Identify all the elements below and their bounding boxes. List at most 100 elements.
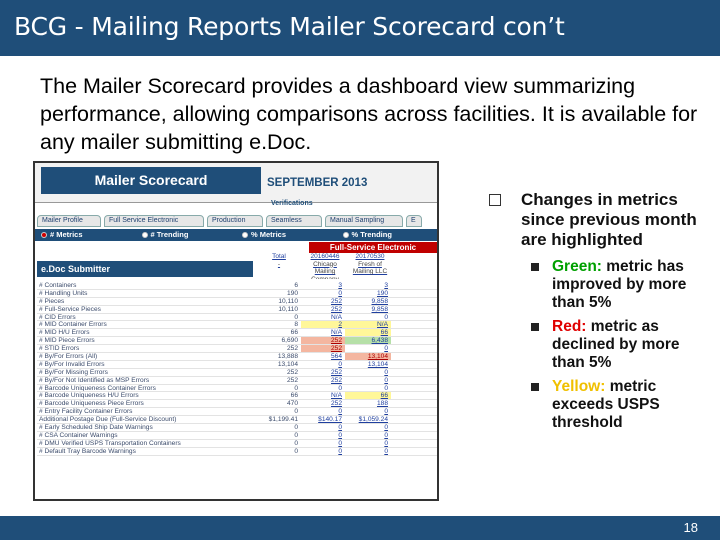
row-value[interactable]: 0: [338, 384, 342, 392]
row-value[interactable]: 66: [345, 392, 391, 400]
scorecard-table: # Containers 6 3 3 # Handling Units 190 0 190 # …: [37, 282, 437, 456]
column-total[interactable]: Total -: [272, 253, 286, 268]
row-value[interactable]: 9,858: [371, 305, 388, 313]
column-submitter-2[interactable]: 20170530 Fresh of Mailing LLC: [352, 253, 388, 275]
row-label: # By/For Errors (All): [39, 353, 98, 360]
table-row: # Barcode Uniqueness Container Errors 0 0 0: [37, 385, 437, 393]
column-submitter-1[interactable]: 20160446 Chicago Mailing Company: [310, 253, 340, 279]
row-value[interactable]: N/A: [331, 313, 342, 321]
row-value[interactable]: 0: [338, 289, 342, 297]
row-value: $1,199.41: [268, 416, 298, 424]
row-value[interactable]: $1,059.24: [358, 416, 388, 424]
row-value[interactable]: 188: [376, 400, 388, 408]
slide-title: BCG - Mailing Reports Mailer Scorecard c…: [14, 12, 565, 41]
square-bullet-icon: [531, 383, 539, 391]
row-label: # DMU Verified USPS Transportation Conta…: [39, 439, 181, 447]
bullet-green: Green: metric has improved by more than …: [475, 258, 715, 312]
radio-percent-trending[interactable]: % Trending: [337, 229, 438, 241]
row-label: # Early Scheduled Ship Date Warnings: [39, 424, 153, 431]
table-row: # By/For Invalid Errors 13,104 0 13,104: [37, 361, 437, 369]
row-value[interactable]: 0: [384, 424, 388, 431]
row-value[interactable]: 252: [330, 368, 342, 376]
row-label: # Default Tray Barcode Warnings: [39, 447, 136, 455]
scorecard-tabs: Mailer Profile Full Service Electronic P…: [37, 215, 437, 227]
radio-empty-icon: [242, 232, 248, 238]
row-value: 0: [294, 313, 298, 321]
table-row: # Handling Units 190 0 190: [37, 290, 437, 298]
row-value[interactable]: 0: [384, 439, 388, 447]
row-value[interactable]: N/A: [345, 321, 391, 329]
row-value[interactable]: 0: [338, 360, 342, 368]
row-value: 0: [294, 424, 298, 431]
table-row: # CID Errors 0 N/A 0: [37, 314, 437, 322]
row-value[interactable]: 13,104: [367, 360, 388, 368]
row-value[interactable]: 0: [338, 408, 342, 416]
row-value: 0: [294, 447, 298, 455]
row-value[interactable]: 190: [376, 289, 388, 297]
tab-production[interactable]: Production: [207, 215, 263, 227]
table-row: # By/For Errors (All) 13,888 564 13,104: [37, 353, 437, 361]
row-value[interactable]: 0: [384, 447, 388, 455]
row-value[interactable]: 252: [330, 376, 342, 384]
bullet-yellow: Yellow: metric exceeds USPS threshold: [475, 378, 715, 432]
radio-number-trending[interactable]: # Trending: [136, 229, 237, 241]
row-value[interactable]: 0: [384, 368, 388, 376]
row-value[interactable]: 2: [301, 321, 345, 329]
row-value: 0: [294, 439, 298, 447]
radio-selected-icon: [41, 232, 47, 238]
row-label: # By/For Invalid Errors: [39, 360, 105, 368]
row-value[interactable]: N/A: [331, 329, 342, 337]
row-value: 0: [294, 408, 298, 416]
row-value[interactable]: 252: [301, 345, 345, 353]
row-value[interactable]: 252: [330, 305, 342, 313]
table-row: # Containers 6 3 3: [37, 282, 437, 290]
row-value[interactable]: 564: [330, 353, 342, 360]
row-value[interactable]: 0: [338, 431, 342, 439]
row-value[interactable]: 0: [384, 376, 388, 384]
row-value[interactable]: 0: [338, 424, 342, 431]
row-value[interactable]: 13,104: [345, 353, 391, 360]
footer-bar: 18: [0, 516, 720, 540]
row-value[interactable]: 0: [384, 313, 388, 321]
row-value: 252: [286, 345, 298, 353]
row-value[interactable]: 252: [330, 297, 342, 305]
row-value[interactable]: N/A: [331, 392, 342, 400]
row-label: # MID H/U Errors: [39, 329, 90, 337]
radio-percent-metrics[interactable]: % Metrics: [236, 229, 337, 241]
table-row: # CSA Container Warnings 0 0 0: [37, 432, 437, 440]
row-value[interactable]: 3: [384, 282, 388, 289]
row-label: # MID Container Errors: [39, 321, 107, 329]
row-value[interactable]: $140.17: [318, 416, 342, 424]
row-label: # Barcode Uniqueness H/U Errors: [39, 392, 139, 400]
row-value: 252: [286, 376, 298, 384]
tab-full-service-electronic[interactable]: Full Service Electronic: [104, 215, 204, 227]
tab-more[interactable]: E: [406, 215, 422, 227]
tab-manual-sampling[interactable]: Manual Sampling: [325, 215, 403, 227]
title-bar: BCG - Mailing Reports Mailer Scorecard c…: [0, 0, 720, 56]
row-label: Additional Postage Due (Full-Service Dis…: [39, 416, 177, 424]
row-value[interactable]: 0: [384, 431, 388, 439]
table-row: # By/For Not Identified as MSP Errors 252…: [37, 377, 437, 385]
row-value[interactable]: 0: [338, 439, 342, 447]
row-value[interactable]: 0: [338, 447, 342, 455]
row-value: 0: [294, 384, 298, 392]
row-value[interactable]: 9,858: [371, 297, 388, 305]
row-value: 6: [294, 282, 298, 289]
radio-number-metrics[interactable]: # Metrics: [35, 229, 136, 241]
row-value[interactable]: 0: [384, 408, 388, 416]
row-value: 8: [294, 321, 298, 329]
tab-mailer-profile[interactable]: Mailer Profile: [37, 215, 101, 227]
row-value[interactable]: 66: [345, 329, 391, 337]
row-value[interactable]: 6,438: [345, 337, 391, 345]
row-value: 13,104: [277, 360, 298, 368]
row-value[interactable]: 3: [338, 282, 342, 289]
row-value[interactable]: 0: [384, 384, 388, 392]
row-value[interactable]: 0: [384, 345, 388, 353]
tab-seamless[interactable]: Seamless: [266, 215, 322, 227]
row-value[interactable]: 252: [330, 400, 342, 408]
row-value[interactable]: 252: [301, 337, 345, 345]
row-label: # Full-Service Pieces: [39, 305, 101, 313]
section-header-full-service: Full-Service Electronic: [309, 242, 437, 253]
table-row: # Barcode Uniqueness H/U Errors 66 N/A 66: [37, 392, 437, 401]
row-value: 6,690: [281, 337, 298, 345]
